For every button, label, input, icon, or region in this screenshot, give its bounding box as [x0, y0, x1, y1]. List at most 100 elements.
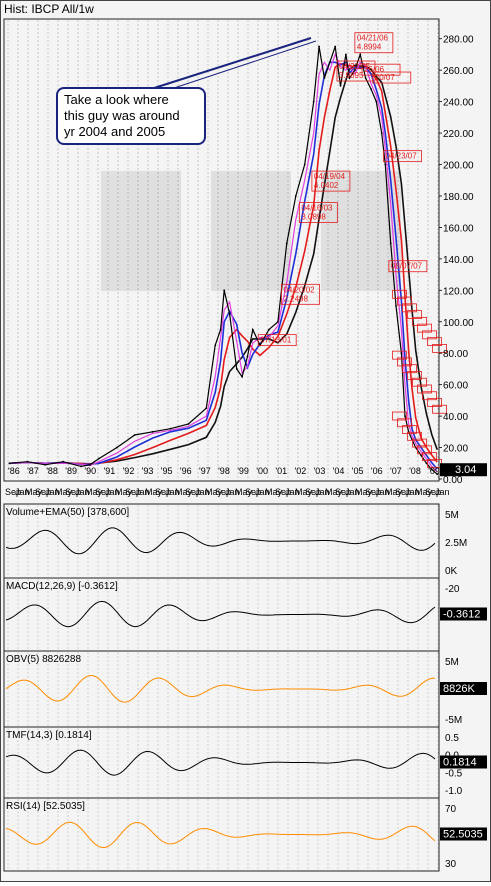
earn-label-4: 04/20/022.2498 — [281, 283, 320, 305]
month-label: Sep — [395, 487, 411, 497]
price-point — [44, 463, 47, 466]
price-point — [285, 242, 288, 245]
ytick-label: 180.00 — [443, 192, 474, 203]
month-label: Sep — [65, 487, 81, 497]
indicator-line — [5, 600, 436, 628]
panel-last-value: -0.3612 — [443, 609, 480, 621]
earn-marker — [407, 371, 422, 380]
ytick-label: 40.00 — [443, 412, 468, 423]
month-label: Sep — [185, 487, 201, 497]
month-label: Jan — [135, 487, 150, 497]
callout-line-1: Take a look where — [64, 92, 169, 107]
panel-macd: MACD(12,26,9) [-0.3612] -20 -0.3612 — [3, 577, 487, 652]
price-point — [8, 462, 11, 465]
price-point — [235, 368, 238, 370]
year-label: '03 — [314, 466, 326, 476]
indicator-line — [5, 749, 436, 776]
year-label: '99 — [237, 466, 249, 476]
panel-label: RSI(14) [52.5035] — [6, 801, 85, 812]
earn-date: 04/21/06 — [357, 34, 389, 43]
indicator-line — [5, 527, 436, 555]
panel-label: OBV(5) 8826288 — [6, 654, 81, 665]
earn-label-7: 20/07 — [372, 71, 412, 84]
earn-marker — [427, 337, 442, 347]
earn-value: 4.0402 — [314, 181, 339, 190]
month-label: Jan — [345, 487, 360, 497]
price-point — [364, 77, 367, 79]
earn-marker — [392, 350, 407, 360]
last-price-tag — [440, 463, 487, 477]
panel-volume-ema-50-: Volume+EMA(50) [378,600] 5M 2.5M 0K — [3, 503, 467, 579]
year-label: '91 — [104, 466, 116, 476]
year-label: '92 — [123, 466, 135, 476]
price-point — [97, 457, 100, 460]
callout-note: Take a look where this guy was around yr… — [56, 87, 206, 145]
panel-ytick: -5M — [445, 715, 462, 726]
panel-tmf: TMF(14,3) [0.1814]0.50.0-0.5-1.00.1814 — [3, 726, 487, 799]
earn-label-0: 04/21/064.8994 — [354, 32, 394, 54]
month-label: May — [415, 487, 433, 497]
panel-ytick: -1.0 — [445, 786, 463, 797]
month-label: Sep — [125, 487, 141, 497]
price-point — [318, 45, 320, 48]
month-label: Jan — [105, 487, 120, 497]
earn-marker — [397, 357, 412, 367]
price-point — [328, 61, 331, 64]
earn-marker — [422, 452, 437, 461]
panel-ytick: 0.5 — [445, 733, 459, 744]
earn-date: 20/07 — [375, 73, 396, 82]
price-point — [219, 328, 222, 331]
last-price-label: 3.04 — [455, 464, 476, 476]
earn-marker — [417, 323, 432, 333]
year-label: '04 — [333, 466, 345, 476]
earn-label-3: 04/16/033.0898 — [298, 202, 338, 223]
month-label: Sep — [245, 487, 261, 497]
price-point — [80, 465, 82, 468]
price-point — [223, 289, 226, 292]
price-point — [26, 460, 29, 463]
price-point — [312, 100, 315, 103]
price-point — [384, 163, 387, 166]
price-point — [268, 328, 270, 331]
price-point — [276, 320, 279, 323]
month-label: May — [295, 487, 313, 497]
price-point — [375, 100, 378, 103]
earn-marker — [402, 425, 417, 434]
panel-ytick: 0K — [445, 566, 458, 577]
year-label: '97 — [199, 466, 211, 476]
panel-last-tag — [440, 682, 487, 695]
price-point — [205, 407, 208, 410]
month-label: May — [235, 487, 253, 497]
earn-marker — [417, 445, 432, 455]
month-label: Sep — [365, 487, 381, 497]
price-point — [345, 53, 347, 56]
month-label: May — [115, 487, 133, 497]
panel-ytick: -20 — [445, 584, 460, 595]
price-point — [303, 163, 306, 166]
earn-marker — [432, 404, 447, 414]
month-label: May — [55, 487, 73, 497]
month-label: May — [85, 487, 103, 497]
sma200-line — [9, 64, 438, 465]
earn-marker — [412, 316, 427, 326]
price-point — [430, 468, 433, 471]
price-point — [420, 454, 422, 457]
price-point — [62, 460, 64, 463]
earn-date: 04/16/03 — [301, 204, 333, 213]
year-label: '89 — [65, 466, 77, 476]
ytick-label: 200.00 — [443, 161, 474, 172]
earn-label-9: 08/07/07 — [388, 260, 428, 273]
month-label: Jan — [375, 487, 390, 497]
month-label: Sep — [5, 487, 21, 497]
panel-last-tag — [440, 755, 487, 769]
month-label: May — [25, 487, 43, 497]
panel-ytick: 2.5M — [445, 538, 467, 549]
sma20-line — [9, 52, 438, 473]
year-label: '88 — [46, 466, 58, 476]
ytick-label: 0.00 — [443, 475, 463, 486]
ytick-label: 100.00 — [443, 318, 474, 329]
earn-marker — [407, 431, 422, 441]
month-label: Jan — [405, 487, 420, 497]
month-label: May — [385, 487, 403, 497]
